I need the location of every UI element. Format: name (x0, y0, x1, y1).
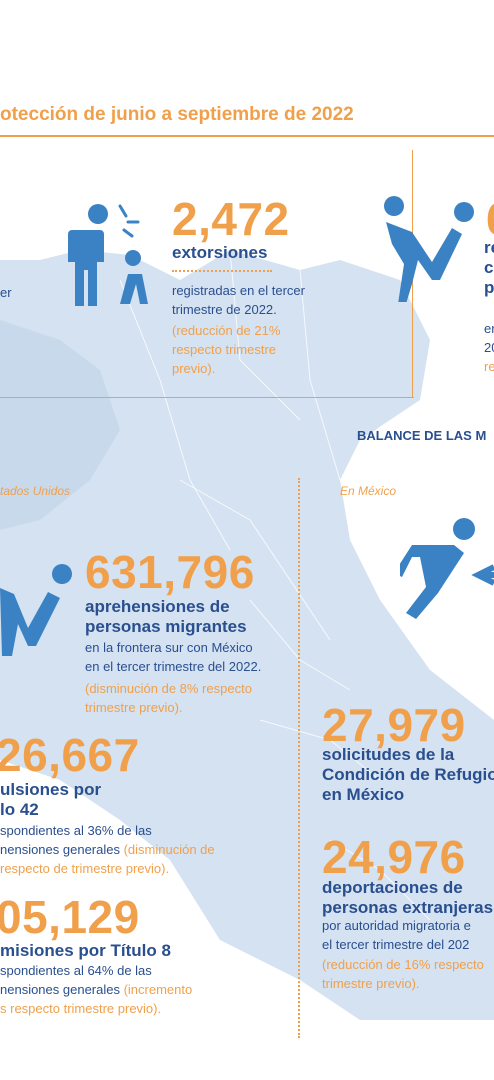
asylum-label-1: solicitudes de la (322, 745, 455, 764)
apprehension-note-1: (disminución de 8% respecto (85, 681, 252, 696)
asylum-label-2: Condición de Refugio (322, 765, 494, 784)
assault-icon (384, 196, 474, 302)
dotted-separator (172, 270, 272, 272)
apprehension-value: 631,796 (85, 546, 255, 598)
expulsion-label-1: ulsiones por (0, 780, 102, 799)
extortion-note-1: (reducción de 21% (172, 323, 281, 338)
section-divider (0, 397, 414, 398)
expulsion-desc-1: spondientes al 36% de las (0, 823, 152, 838)
header-divider (0, 135, 494, 137)
right-label-2: c (484, 258, 494, 277)
asylum-value: 27,979 (322, 699, 466, 751)
right-label-3: p (484, 278, 494, 297)
admission-value: 05,129 (0, 891, 140, 943)
section-title: BALANCE DE LAS M (357, 428, 487, 443)
left-clipped-text: er (0, 285, 12, 300)
extortion-desc-1: registradas en el tercer (172, 283, 305, 298)
right-label-1: re (484, 238, 494, 257)
apprehension-note-2: trimestre previo). (85, 700, 183, 715)
admission-desc-1: spondientes al 64% de las (0, 963, 152, 978)
deportation-label-1: deportaciones de (322, 878, 463, 897)
mexico-map (0, 249, 494, 1020)
admission-label: misiones por Título 8 (0, 941, 171, 960)
dotted-divider (298, 478, 300, 1038)
deportation-note-2: trimestre previo). (322, 976, 420, 991)
deportation-note-1: (reducción de 16% respecto (322, 957, 484, 972)
runner-icon (400, 518, 494, 619)
expulsion-value: 26,667 (0, 729, 140, 781)
extortion-label: extorsiones (172, 243, 268, 262)
apprehension-desc-2: en el tercer trimestre del 2022. (85, 659, 262, 674)
expulsion-desc-2: nensiones generales (disminución de (0, 842, 215, 857)
asylum-label-3: en México (322, 785, 405, 804)
extortion-icon (64, 204, 148, 306)
right-value: 6 (486, 192, 494, 246)
right-desc-1: er (484, 321, 494, 336)
deportation-value: 24,976 (322, 831, 466, 883)
right-desc-2: 20 (484, 340, 494, 355)
apprehension-icon (0, 564, 72, 656)
apprehension-desc-1: en la frontera sur con México (85, 640, 253, 655)
mexico-label: En México (340, 484, 397, 498)
expulsion-label-2: lo 42 (0, 800, 39, 819)
deportation-desc-1: por autoridad migratoria e (322, 918, 471, 933)
deportation-label-2: personas extranjeras (322, 898, 494, 917)
extortion-note-2: respecto trimestre (172, 342, 277, 357)
extortion-value: 2,472 (172, 193, 290, 245)
us-label: tados Unidos (0, 484, 71, 498)
deportation-desc-2: el tercer trimestre del 202 (322, 937, 470, 952)
admission-note: s respecto trimestre previo). (0, 1001, 162, 1016)
expulsion-note: respecto de trimestre previo). (0, 861, 170, 876)
apprehension-label-1: aprehensiones de (85, 597, 230, 616)
right-note: re (484, 359, 494, 374)
admission-desc-2: nensiones generales (incremento (0, 982, 193, 997)
extortion-desc-2: trimestre de 2022. (172, 302, 277, 317)
extortion-note-3: previo). (172, 361, 216, 376)
apprehension-label-2: personas migrantes (85, 617, 247, 636)
page-title: otección de junio a septiembre de 2022 (0, 104, 354, 125)
